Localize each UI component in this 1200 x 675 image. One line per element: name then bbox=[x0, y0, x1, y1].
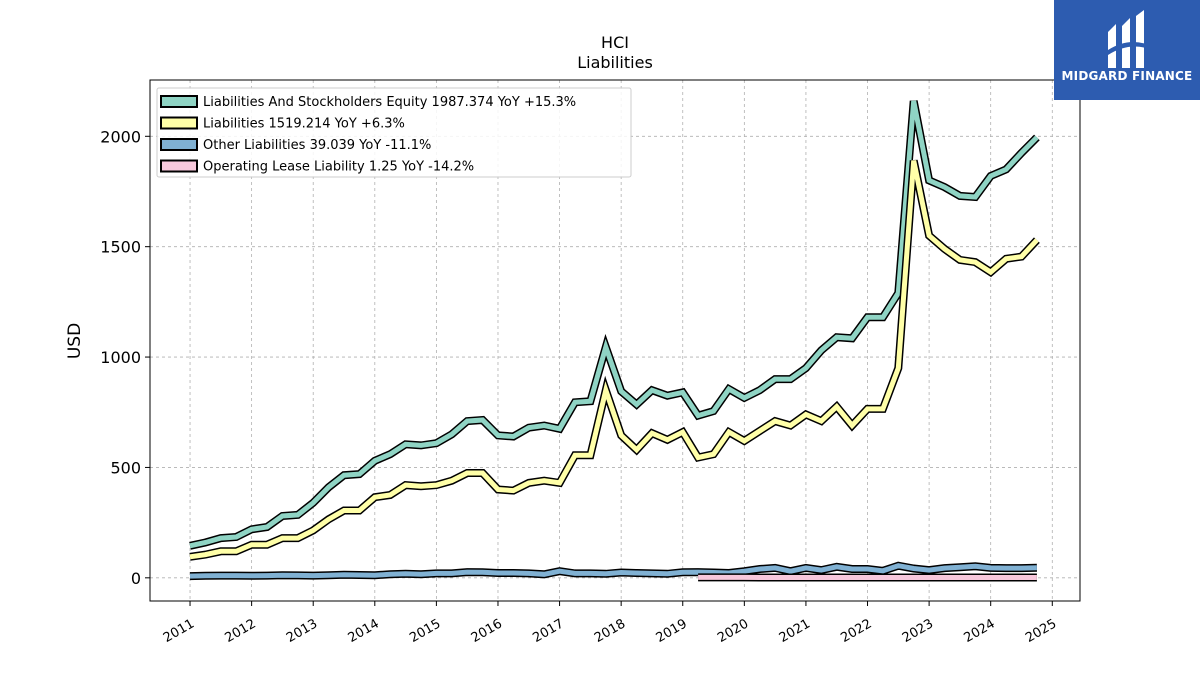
series-line bbox=[189, 160, 1039, 560]
legend-label: Other Liabilities 39.039 YoY -11.1% bbox=[203, 138, 431, 153]
grid-lines bbox=[150, 80, 1080, 601]
logo-text: MIDGARD FINANCE bbox=[1061, 69, 1193, 83]
x-tick-label: 2019 bbox=[654, 616, 690, 646]
x-tick-label: 2014 bbox=[346, 616, 382, 646]
y-tick-label: 1000 bbox=[100, 348, 141, 367]
x-tick-label: 2018 bbox=[592, 616, 628, 646]
x-tick-label: 2017 bbox=[530, 616, 566, 646]
x-tick-label: 2020 bbox=[715, 616, 751, 646]
x-tick-label: 2025 bbox=[1023, 616, 1059, 646]
legend-box bbox=[156, 87, 632, 178]
x-tick-label: 2015 bbox=[407, 616, 443, 646]
midgard-logo-icon bbox=[1108, 10, 1146, 68]
x-tick-label: 2012 bbox=[222, 616, 258, 646]
x-tick-label: 2016 bbox=[469, 616, 505, 646]
midgard-logo: MIDGARD FINANCE bbox=[1054, 0, 1200, 100]
legend-label: Liabilities And Stockholders Equity 1987… bbox=[203, 95, 576, 110]
legend-swatch bbox=[160, 138, 198, 151]
chart-title: HCI bbox=[601, 33, 629, 52]
chart-subtitle: Liabilities bbox=[577, 53, 653, 72]
x-tick-label: 2022 bbox=[838, 616, 874, 646]
legend-label: Liabilities 1519.214 YoY +6.3% bbox=[203, 117, 405, 132]
plot-frame bbox=[149, 79, 1081, 602]
x-tick-label: 2024 bbox=[962, 616, 998, 646]
legend: Liabilities And Stockholders Equity 1987… bbox=[156, 87, 632, 178]
legend-label: Operating Lease Liability 1.25 YoY -14.2… bbox=[203, 160, 474, 175]
y-axis-label: USD bbox=[65, 323, 85, 359]
legend-swatch bbox=[160, 95, 198, 108]
series-line bbox=[189, 100, 1039, 549]
x-tick-label: 2011 bbox=[161, 616, 197, 646]
legend-swatch bbox=[160, 159, 198, 173]
y-tick-label: 2000 bbox=[100, 127, 141, 146]
x-tick-label: 2021 bbox=[777, 616, 813, 646]
y-tick-label: 1500 bbox=[100, 238, 141, 257]
x-tick-label: 2013 bbox=[284, 616, 320, 646]
y-tick-label: 0 bbox=[131, 569, 141, 588]
series-line bbox=[189, 563, 1037, 579]
x-tick-label: 2023 bbox=[900, 616, 936, 646]
plot-area bbox=[189, 100, 1040, 582]
y-tick-label: 500 bbox=[110, 458, 141, 477]
legend-swatch bbox=[160, 116, 198, 130]
